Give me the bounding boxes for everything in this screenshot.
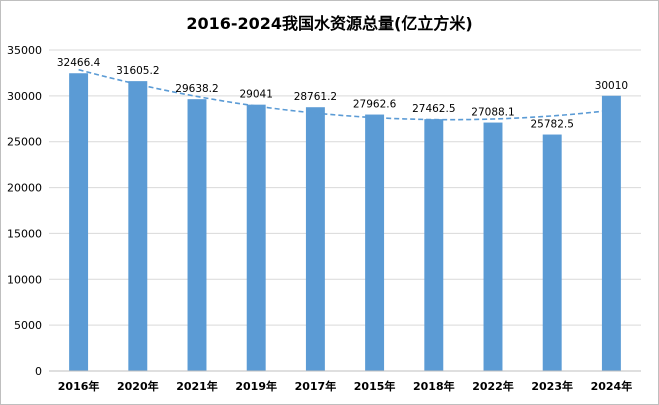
y-tick-label: 35000 [7, 44, 42, 57]
data-label: 31605.2 [116, 65, 159, 77]
y-tick-label: 0 [35, 365, 42, 378]
bar [187, 99, 207, 372]
y-tick-label: 5000 [14, 319, 42, 332]
bars [69, 73, 621, 372]
data-label: 25782.5 [530, 119, 573, 131]
data-labels: 32466.4 31605.2 29638.2 29041 28761.2 27962.6… [57, 57, 628, 130]
trendline-layer [78, 68, 612, 121]
data-label: 27462.5 [412, 103, 455, 115]
bar [128, 81, 148, 371]
y-tick-label: 15000 [7, 227, 42, 240]
bar [542, 134, 562, 371]
data-label: 32466.4 [57, 57, 101, 69]
bar [483, 122, 503, 372]
data-label: 29638.2 [175, 83, 218, 95]
data-label: 27962.6 [353, 99, 397, 111]
x-tick-label: 2021年 [176, 379, 218, 393]
y-tick-label: 10000 [7, 273, 42, 286]
y-tick-label: 30000 [7, 90, 42, 103]
bar [69, 73, 89, 372]
y-tick-label: 25000 [7, 136, 42, 149]
bar [305, 107, 325, 371]
x-tick-label: 2018年 [413, 379, 455, 393]
bar [601, 95, 621, 371]
y-tick-label: 20000 [7, 182, 42, 195]
axes: 0 5000 10000 15000 20000 25000 30000 35000 2016年… [7, 44, 641, 393]
trendline [78, 68, 612, 121]
bar [246, 104, 266, 372]
data-label: 28761.2 [294, 91, 337, 103]
x-tick-label: 2023年 [531, 379, 573, 393]
data-label: 30010 [595, 80, 628, 92]
x-tick-label: 2022年 [472, 379, 514, 393]
chart-title: 2016-2024我国水资源总量(亿立方米) [186, 14, 473, 33]
x-tick-label: 2017年 [295, 379, 337, 393]
gridlines [49, 49, 641, 326]
x-tick-label: 2024年 [591, 379, 633, 393]
x-tick-label: 2019年 [235, 379, 277, 393]
x-tick-label: 2016年 [58, 379, 100, 393]
x-tick-label: 2020年 [117, 379, 159, 393]
bar [365, 114, 385, 371]
x-tick-label: 2015年 [354, 379, 396, 393]
data-label: 29041 [239, 89, 272, 101]
bar [424, 119, 444, 372]
data-label: 27088.1 [471, 107, 514, 119]
